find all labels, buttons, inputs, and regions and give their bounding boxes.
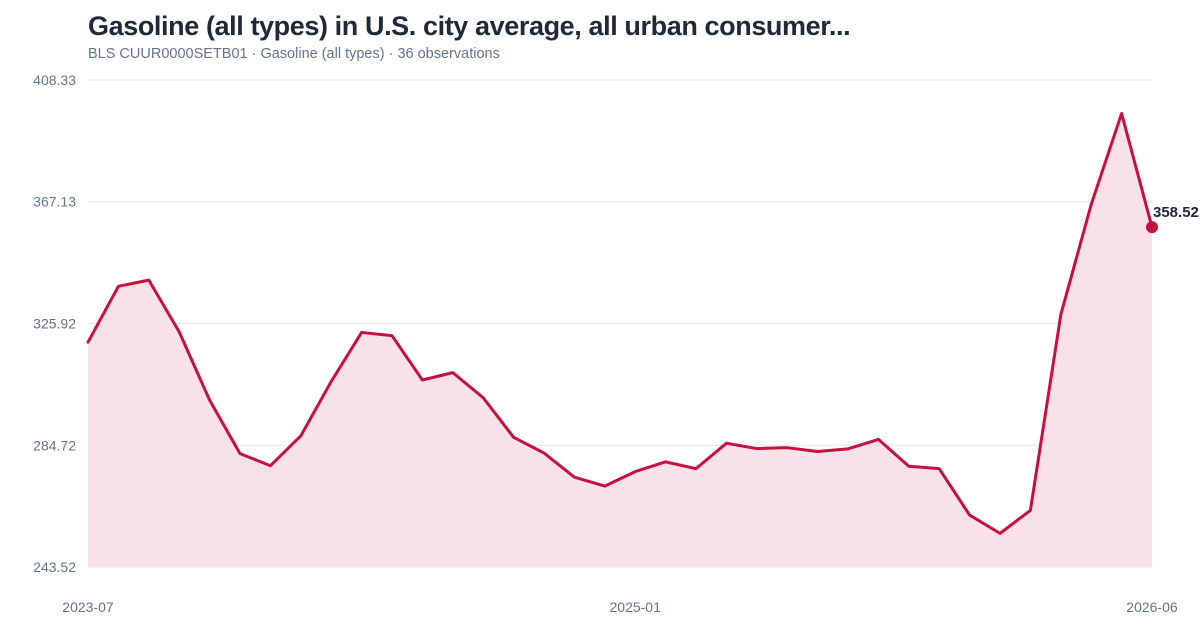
y-tick-label: 408.33: [33, 72, 76, 88]
x-tick-label: 2023-07: [62, 599, 114, 615]
y-tick-label: 325.92: [33, 316, 76, 332]
last-value-marker: [1146, 221, 1158, 234]
x-tick-label: 2025-01: [610, 599, 662, 615]
series-area-fill: [88, 113, 1152, 567]
x-tick-label: 2026-06: [1126, 599, 1178, 615]
y-tick-label: 243.52: [33, 559, 76, 575]
x-axis-ticks: 2023-07 2025-01 2026-06: [62, 599, 1178, 615]
series-line: [86, 111, 1154, 535]
y-tick-label: 284.72: [33, 437, 76, 453]
y-tick-label: 367.13: [33, 194, 76, 210]
last-value-label: 358.52: [1153, 204, 1199, 221]
chart-subtitle: BLS CUUR0000SETB01 · Gasoline (all types…: [88, 46, 500, 62]
y-axis-ticks: 408.33 367.13 325.92 284.72 243.52: [33, 72, 76, 575]
chart-title: Gasoline (all types) in U.S. city averag…: [88, 11, 851, 41]
